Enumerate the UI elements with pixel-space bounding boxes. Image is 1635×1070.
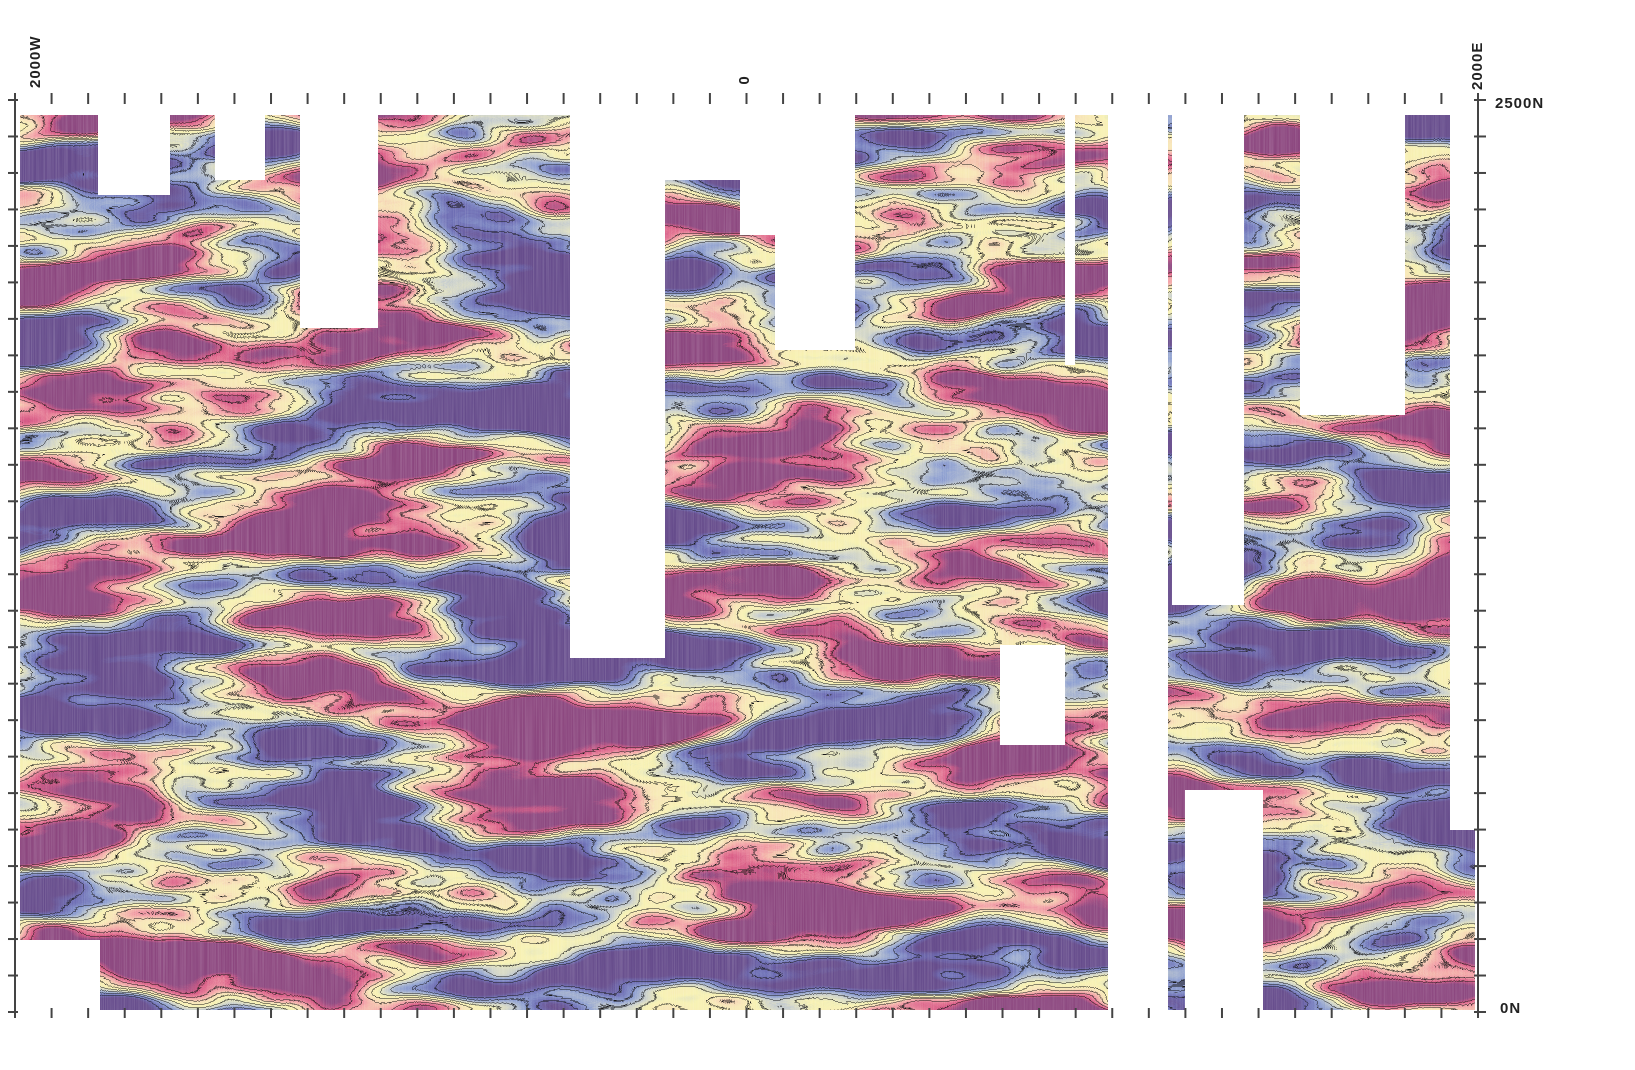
- center-label: 0: [736, 75, 753, 84]
- north-label: 2500N: [1495, 95, 1544, 112]
- west-label: 2000W: [27, 35, 44, 88]
- south-label: 0N: [1500, 1000, 1521, 1017]
- page: 2000W 0 2000E 2500N 0N (() => { const da…: [0, 0, 1635, 1065]
- east-label: 2000E: [1469, 42, 1486, 90]
- survey-map: 2000W 0 2000E 2500N 0N: [0, 0, 1635, 1065]
